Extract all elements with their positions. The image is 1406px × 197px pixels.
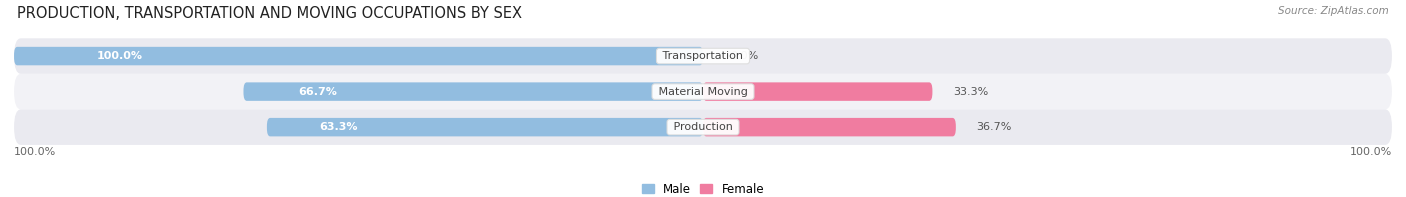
FancyBboxPatch shape [14,47,703,65]
Text: PRODUCTION, TRANSPORTATION AND MOVING OCCUPATIONS BY SEX: PRODUCTION, TRANSPORTATION AND MOVING OC… [17,6,522,21]
Text: 66.7%: 66.7% [298,87,337,97]
Text: 63.3%: 63.3% [319,122,357,132]
Text: Transportation: Transportation [659,51,747,61]
FancyBboxPatch shape [14,74,1392,109]
FancyBboxPatch shape [267,118,703,136]
FancyBboxPatch shape [14,109,1392,145]
FancyBboxPatch shape [14,38,1392,74]
Text: Production: Production [669,122,737,132]
Legend: Male, Female: Male, Female [637,178,769,197]
FancyBboxPatch shape [703,118,956,136]
Text: Source: ZipAtlas.com: Source: ZipAtlas.com [1278,6,1389,16]
Text: 36.7%: 36.7% [977,122,1012,132]
Text: 100.0%: 100.0% [97,51,143,61]
FancyBboxPatch shape [243,82,703,101]
FancyBboxPatch shape [703,82,932,101]
Text: 100.0%: 100.0% [14,147,56,157]
Text: 0.0%: 0.0% [731,51,759,61]
Text: 33.3%: 33.3% [953,87,988,97]
Text: 100.0%: 100.0% [1350,147,1392,157]
Text: Material Moving: Material Moving [655,87,751,97]
